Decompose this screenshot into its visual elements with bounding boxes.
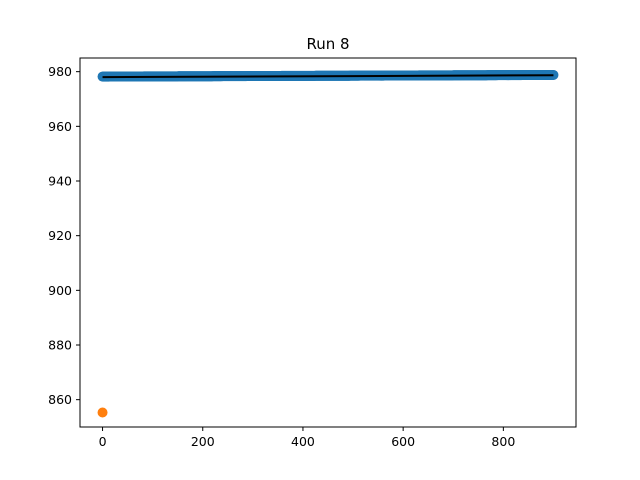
y-tick-label: 920 [48,228,72,243]
y-tick-label: 940 [48,174,72,189]
y-tick-label: 960 [48,119,72,134]
y-tick-label: 880 [48,338,72,353]
x-tick-label: 0 [99,434,107,449]
x-tick-label: 200 [191,434,215,449]
x-tick-label: 800 [491,434,515,449]
data-point-orange [97,407,108,418]
plot-frame [79,57,577,428]
data-point-blue [548,69,559,80]
chart-title: Run 8 [306,35,349,53]
y-tick-label: 980 [48,64,72,79]
x-tick-label: 600 [391,434,415,449]
plot-area [97,69,559,418]
axes: 0 200 400 600 800 860 880 900 920 940 960 980 [48,64,515,449]
trend-line [102,74,554,79]
x-tick-label: 400 [291,434,315,449]
y-tick-label: 860 [48,392,72,407]
y-tick-label: 900 [48,283,72,298]
